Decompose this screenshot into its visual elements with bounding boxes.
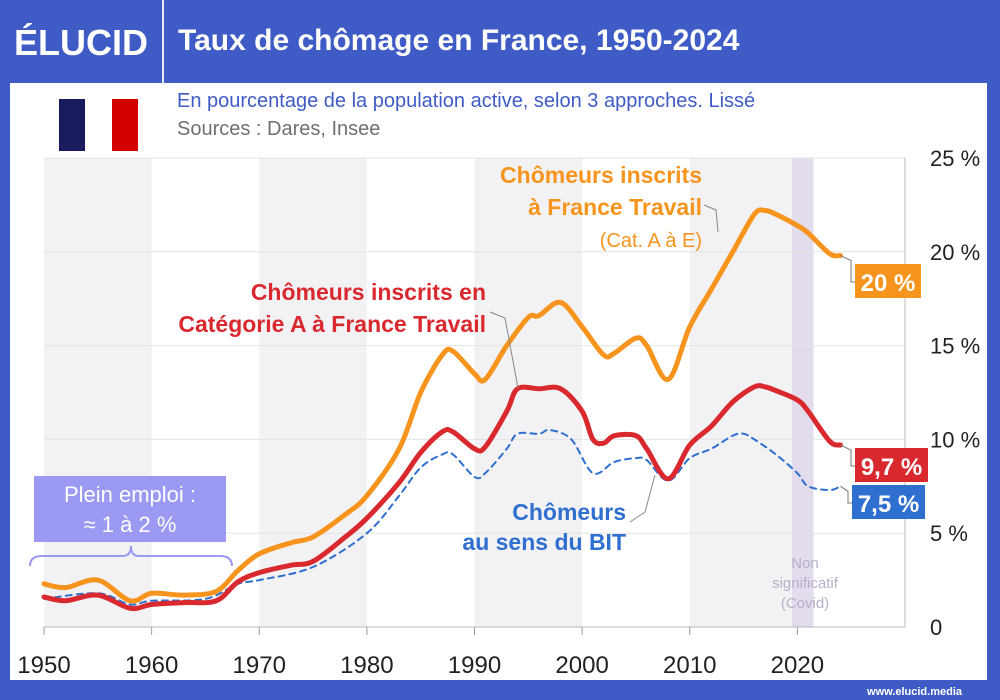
- logo: ÉLUCID: [14, 22, 148, 63]
- bit-series-annotation: au sens du BIT: [462, 529, 626, 555]
- orange-series-annotation: Chômeurs inscrits: [500, 162, 702, 188]
- end-label: 9,7 %: [861, 454, 922, 481]
- x-tick-label: 1950: [17, 652, 70, 679]
- bit-series-line: [43, 428, 842, 606]
- leader-line: [703, 204, 719, 233]
- end-label-box: [855, 264, 921, 298]
- x-tick-label: 2010: [663, 652, 716, 679]
- end-label: 7,5 %: [858, 491, 919, 518]
- red-series-annotation: Catégorie A à France Travail: [178, 311, 486, 337]
- decade-band: [259, 158, 367, 627]
- plein-emploi-label: Plein emploi :: [64, 482, 196, 507]
- covid-annotation: Non: [791, 555, 819, 572]
- orange-series-line: [41, 207, 843, 604]
- y-tick-label: 15 %: [930, 334, 980, 359]
- leader-line: [489, 311, 519, 389]
- y-tick-label: 0: [930, 615, 942, 640]
- sources: Sources : Dares, Insee: [177, 118, 381, 140]
- header: ÉLUCID Taux de chômage en France, 1950-2…: [0, 0, 1000, 83]
- plein-emploi-box: [34, 476, 226, 542]
- y-tick-label: 10 %: [930, 427, 980, 452]
- end-label: 20 %: [861, 270, 916, 297]
- x-tick-label: 2020: [771, 652, 824, 679]
- plein-emploi-brace: [29, 545, 233, 567]
- covid-band: [791, 158, 814, 627]
- x-tick-label: 1960: [125, 652, 178, 679]
- red-series-annotation: Chômeurs inscrits en: [251, 279, 486, 305]
- y-tick-label: 20 %: [930, 240, 980, 265]
- end-label-box: [852, 485, 925, 519]
- covid-annotation: (Covid): [781, 595, 829, 612]
- footer-url: www.elucid.media: [867, 686, 962, 698]
- end-label-box: [855, 448, 928, 482]
- divider: [162, 0, 164, 83]
- france-flag-icon: [59, 99, 138, 151]
- chart-title: Taux de chômage en France, 1950-2024: [178, 24, 740, 57]
- red-series-line: [41, 383, 843, 612]
- y-tick-label: 25 %: [930, 146, 980, 171]
- plein-emploi-label: ≈ 1 à 2 %: [84, 512, 177, 537]
- x-tick-label: 1980: [340, 652, 393, 679]
- covid-annotation: significatif: [772, 575, 839, 592]
- bit-series-annotation: Chômeurs: [512, 499, 626, 525]
- x-tick-label: 1970: [233, 652, 286, 679]
- leader-line: [840, 485, 852, 504]
- subtitle: En pourcentage de la population active, …: [177, 90, 756, 112]
- decade-band: [44, 158, 152, 627]
- x-tick-label: 2000: [555, 652, 608, 679]
- leader-line: [840, 444, 855, 467]
- y-tick-label: 5 %: [930, 521, 968, 546]
- leader-line: [629, 474, 656, 523]
- leader-line: [840, 255, 855, 283]
- orange-series-annotation: à France Travail: [528, 194, 702, 220]
- x-tick-label: 1990: [448, 652, 501, 679]
- orange-series-annotation: (Cat. A à E): [600, 230, 702, 252]
